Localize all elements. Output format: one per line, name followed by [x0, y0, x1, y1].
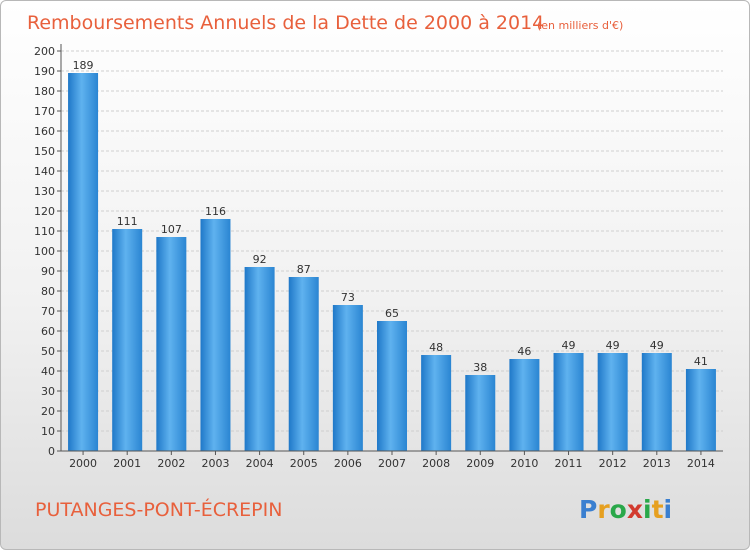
- bar-2006: [332, 305, 363, 451]
- y-tick-label: 100: [34, 245, 55, 258]
- logo-letter: t: [652, 495, 664, 524]
- y-tick-label: 50: [41, 345, 55, 358]
- y-tick-label: 170: [34, 105, 55, 118]
- y-tick-label: 0: [48, 445, 55, 458]
- y-axis-ticks: 0 10 20 30 40 50 60 70 80 90 100 110 120 130 140 150 160…: [34, 45, 61, 458]
- bar-2003: [200, 219, 231, 451]
- bar-2001: [112, 229, 143, 451]
- x-tick-label: 2007: [378, 457, 406, 470]
- chart-title: Remboursements Annuels de la Dette de 20…: [27, 12, 544, 34]
- bar-2010: [509, 359, 540, 451]
- bar-value-label: 87: [297, 263, 311, 276]
- x-tick-label: 2014: [687, 457, 715, 470]
- y-tick-label: 60: [41, 325, 55, 338]
- bar-value-label: 111: [117, 215, 138, 228]
- x-tick-label: 2011: [555, 457, 583, 470]
- x-tick-label: 2008: [422, 457, 450, 470]
- y-tick-label: 180: [34, 85, 55, 98]
- logo-letter: o: [610, 495, 627, 524]
- logo-letter: i: [664, 495, 673, 524]
- bar-value-label: 48: [429, 341, 443, 354]
- y-tick-label: 190: [34, 65, 55, 78]
- y-tick-label: 150: [34, 145, 55, 158]
- bar-value-label: 41: [694, 355, 708, 368]
- bar-2013: [641, 353, 672, 451]
- y-tick-label: 20: [41, 405, 55, 418]
- bar-2002: [156, 237, 187, 451]
- y-tick-label: 10: [41, 425, 55, 438]
- bar-2012: [597, 353, 628, 451]
- bar-value-label: 116: [205, 205, 226, 218]
- y-tick-label: 200: [34, 45, 55, 58]
- x-tick-label: 2000: [69, 457, 97, 470]
- bar-value-label: 189: [73, 59, 94, 72]
- bar-value-label: 107: [161, 223, 182, 236]
- bar-2000: [68, 73, 99, 451]
- y-tick-label: 120: [34, 205, 55, 218]
- x-tick-label: 2012: [599, 457, 627, 470]
- logo-letter: r: [597, 495, 610, 524]
- bar-value-label: 92: [253, 253, 267, 266]
- x-tick-label: 2004: [246, 457, 274, 470]
- bar-value-label: 38: [473, 361, 487, 374]
- y-tick-label: 90: [41, 265, 55, 278]
- x-tick-label: 2009: [466, 457, 494, 470]
- bar-value-label: 49: [650, 339, 664, 352]
- logo-letter: i: [643, 495, 652, 524]
- y-tick-label: 30: [41, 385, 55, 398]
- proxiti-logo: Proxiti: [579, 495, 672, 524]
- bars: 189 111 107 116 92 87 73 65 48 38 46 49 49 49 41: [68, 59, 716, 451]
- x-tick-label: 2002: [157, 457, 185, 470]
- y-tick-label: 80: [41, 285, 55, 298]
- x-tick-label: 2005: [290, 457, 318, 470]
- bar-2007: [377, 321, 407, 451]
- bar-value-label: 49: [606, 339, 620, 352]
- logo-letter: x: [627, 495, 643, 524]
- x-tick-label: 2001: [113, 457, 141, 470]
- bar-2014: [685, 369, 716, 451]
- bar-value-label: 49: [562, 339, 576, 352]
- bar-2005: [288, 277, 319, 451]
- x-tick-label: 2003: [201, 457, 229, 470]
- bar-2004: [244, 267, 275, 451]
- y-tick-label: 40: [41, 365, 55, 378]
- y-tick-label: 110: [34, 225, 55, 238]
- y-tick-label: 160: [34, 125, 55, 138]
- bar-2009: [465, 375, 496, 451]
- bar-value-label: 65: [385, 307, 399, 320]
- bar-value-label: 46: [517, 345, 531, 358]
- bar-2008: [421, 355, 452, 451]
- x-tick-label: 2010: [510, 457, 538, 470]
- x-tick-label: 2006: [334, 457, 362, 470]
- x-tick-label: 2013: [643, 457, 671, 470]
- bar-value-label: 73: [341, 291, 355, 304]
- x-axis-ticks: 2000 2001 2002 2003 2004 2005 2006 2007 2008 2009…: [69, 451, 715, 470]
- logo-letter: P: [579, 495, 597, 524]
- y-tick-label: 140: [34, 165, 55, 178]
- place-name: PUTANGES-PONT-ÉCREPIN: [35, 498, 282, 521]
- chart-subtitle: (en milliers d'€): [537, 19, 623, 32]
- bar-2011: [553, 353, 584, 451]
- y-tick-label: 70: [41, 305, 55, 318]
- y-tick-label: 130: [34, 185, 55, 198]
